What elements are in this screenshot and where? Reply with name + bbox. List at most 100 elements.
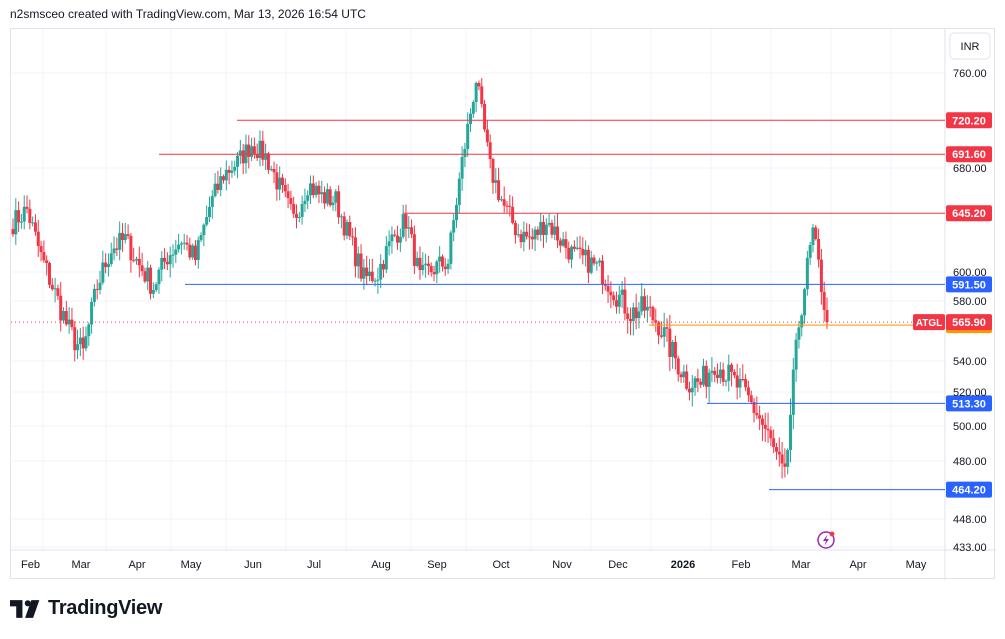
candle — [738, 367, 742, 398]
candle — [370, 258, 374, 283]
candle-body — [424, 263, 428, 265]
price-tag-label: 513.30 — [952, 398, 986, 410]
candle-body — [182, 242, 186, 244]
candle — [525, 223, 529, 240]
candle-body — [701, 365, 705, 385]
candle-body — [210, 196, 214, 207]
candle — [522, 221, 526, 252]
time-label: Apr — [849, 559, 866, 571]
price-tag-645-20: 645.20 — [946, 205, 992, 222]
candle — [236, 151, 240, 179]
candle — [129, 233, 133, 273]
candle-body — [202, 224, 206, 236]
time-label: Jun — [244, 559, 262, 571]
candle-body — [640, 296, 644, 312]
candle — [629, 307, 633, 336]
candle — [314, 182, 318, 198]
candle-body — [704, 365, 708, 387]
candle — [671, 339, 675, 369]
candle-body — [421, 264, 425, 271]
candle — [154, 282, 158, 293]
candle-body — [651, 307, 655, 321]
candle — [713, 367, 717, 383]
candle-body — [362, 267, 366, 279]
candle-body — [98, 282, 102, 290]
candle — [732, 369, 736, 379]
candle — [488, 134, 492, 169]
candle-body — [682, 371, 686, 378]
candle — [118, 221, 122, 261]
candle-body — [631, 307, 635, 322]
candle-body — [205, 217, 209, 225]
candle — [424, 253, 428, 278]
candle-body — [143, 271, 147, 282]
time-label: 2026 — [671, 559, 695, 571]
candle — [769, 426, 773, 447]
candle-body — [283, 185, 287, 192]
price-tick-label: 580.00 — [953, 296, 987, 308]
candle — [721, 362, 725, 386]
candle-body — [123, 234, 127, 240]
candle — [104, 253, 108, 274]
candle-body — [466, 123, 470, 149]
candle — [429, 262, 433, 277]
candle-body — [626, 313, 630, 319]
tradingview-logo-icon — [10, 599, 40, 618]
candle-body — [76, 344, 80, 351]
candle — [182, 233, 186, 250]
candle — [306, 190, 310, 210]
candle-body — [314, 185, 318, 196]
candle — [727, 354, 731, 392]
candle — [803, 287, 807, 324]
candle — [699, 378, 703, 388]
candle — [780, 442, 784, 479]
candle — [511, 196, 515, 225]
candle-body — [129, 235, 133, 261]
candle-body — [154, 284, 158, 291]
candle-body — [42, 252, 46, 261]
candle — [342, 211, 346, 241]
candle-body — [606, 285, 610, 292]
candle — [407, 216, 411, 238]
candle-body — [679, 374, 683, 378]
candle-body — [547, 222, 551, 225]
candle — [783, 448, 787, 478]
candle — [224, 160, 228, 191]
candle — [207, 196, 211, 223]
candle-body — [396, 235, 400, 243]
candle-body — [814, 227, 818, 240]
candle-body — [73, 327, 77, 351]
candle-body — [222, 176, 226, 181]
candle-body — [230, 170, 234, 173]
candle — [87, 322, 91, 346]
candle-body — [665, 327, 669, 329]
candle — [222, 174, 226, 184]
chart-frame[interactable]: 720.20691.60645.20591.50563.95513.30464.… — [10, 28, 996, 580]
candle — [258, 130, 262, 167]
candle — [17, 201, 21, 232]
candle-body — [297, 216, 301, 218]
candle — [98, 270, 102, 295]
candle-body — [28, 208, 32, 223]
candle-body — [758, 415, 762, 419]
candle — [746, 380, 750, 402]
candle — [168, 246, 172, 278]
candle-body — [328, 189, 332, 206]
candle — [474, 81, 478, 113]
candle — [497, 167, 501, 203]
candle-body — [365, 267, 369, 277]
candle-body — [718, 369, 722, 378]
candlestick-chart[interactable]: 720.20691.60645.20591.50563.95513.30464.… — [11, 29, 996, 580]
candle — [22, 195, 26, 230]
candle-body — [104, 262, 108, 268]
candle-body — [17, 210, 21, 223]
candle — [477, 80, 481, 91]
candle-body — [772, 438, 776, 448]
candle — [777, 437, 781, 467]
candle-body — [157, 269, 161, 285]
candle — [449, 230, 453, 270]
candle — [533, 226, 537, 252]
candle-body — [769, 430, 773, 439]
candle-body — [542, 221, 546, 235]
candle — [415, 251, 419, 268]
